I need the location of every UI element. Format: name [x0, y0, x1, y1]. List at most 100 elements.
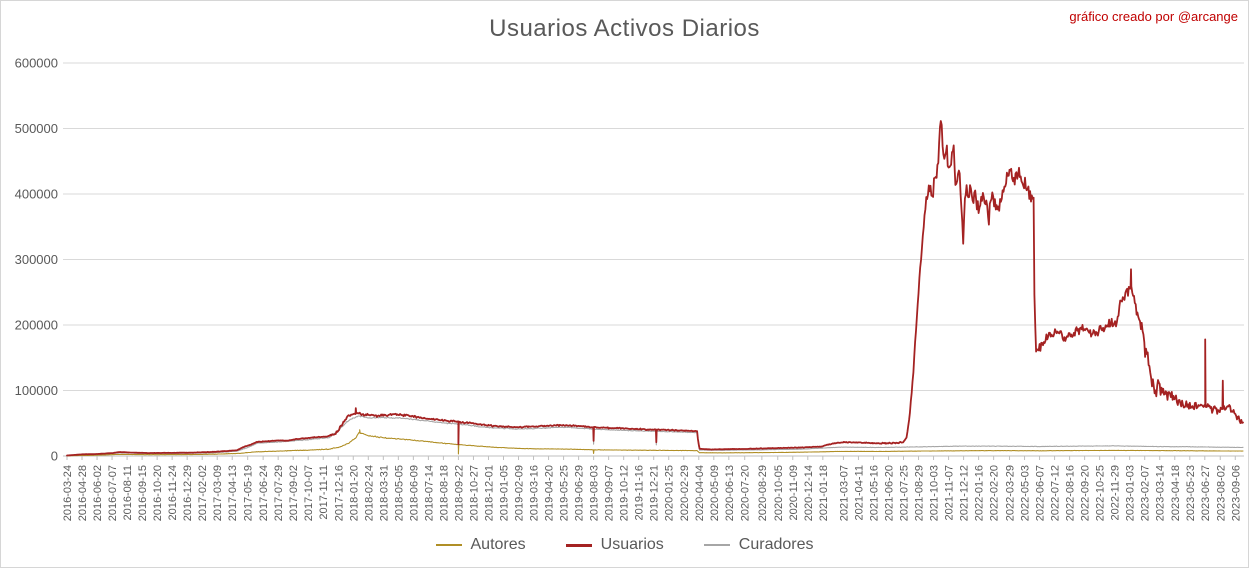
x-tick-label: 2023-08-02 [1215, 465, 1227, 521]
x-tick-label: 2017-04-13 [227, 465, 239, 521]
x-tick-label: 2021-03-07 [838, 465, 850, 521]
x-tick-label: 2021-01-18 [818, 465, 830, 521]
chart-title: Usuarios Activos Diarios [489, 15, 760, 42]
x-tick-label: 2023-09-06 [1230, 465, 1242, 521]
series-line-usuarios [66, 120, 1244, 457]
x-tick-label: 2021-07-25 [899, 465, 911, 521]
x-tick-label: 2016-06-02 [92, 465, 104, 521]
legend-item-curadores: Curadores [703, 536, 814, 554]
legend-label: Usuarios [600, 536, 664, 553]
watermark-credit: gráfico creado por @arcange [1069, 9, 1238, 24]
x-tick-label: 2019-11-16 [634, 465, 646, 520]
x-tick-label: 2017-11-11 [318, 465, 330, 520]
x-tick-label: 2019-12-21 [649, 465, 661, 521]
x-tick-label: 2021-11-07 [944, 465, 956, 520]
legend-item-usuarios: Usuarios [565, 536, 664, 554]
x-tick-label: 2021-04-11 [853, 465, 865, 520]
x-tick-label: 2021-10-03 [929, 465, 941, 521]
x-tick-label: 2023-06-27 [1200, 465, 1212, 521]
x-tick-label: 2018-09-22 [453, 465, 465, 521]
x-tick-label: 2019-01-05 [498, 465, 510, 521]
x-tick-label: 2016-03-24 [62, 465, 74, 521]
y-tick-label: 300000 [15, 252, 58, 267]
x-tick-label: 2021-08-29 [914, 465, 926, 521]
x-tick-label: 2017-02-02 [197, 465, 209, 521]
x-tick-label: 2020-02-29 [679, 465, 691, 521]
x-tick-label: 2018-08-18 [438, 465, 450, 521]
x-tick-label: 2022-02-20 [989, 465, 1001, 521]
x-tick-label: 2019-06-29 [574, 465, 586, 521]
x-tick-label: 2020-10-05 [773, 465, 785, 521]
x-tick-label: 2019-03-16 [529, 465, 541, 521]
x-tick-label: 2020-01-25 [664, 465, 676, 521]
x-tick-label: 2021-12-12 [959, 465, 971, 521]
y-tick-label: 0 [51, 449, 58, 464]
x-tick-label: 2020-12-14 [803, 465, 815, 521]
y-tick-label: 200000 [15, 318, 58, 333]
x-tick-label: 2022-07-12 [1050, 465, 1062, 521]
x-tick-label: 2020-11-09 [788, 465, 800, 520]
x-tick-label: 2022-03-29 [1005, 465, 1017, 521]
x-tick-label: 2021-06-20 [883, 465, 895, 521]
x-tick-label: 2023-05-23 [1185, 465, 1197, 521]
x-tick-label: 2016-12-29 [182, 465, 194, 521]
x-tick-label: 2016-10-20 [152, 465, 164, 521]
x-tick-label: 2019-08-03 [589, 465, 601, 521]
x-tick-label: 2022-10-25 [1095, 465, 1107, 521]
x-tick-label: 2022-09-20 [1080, 465, 1092, 521]
x-tick-label: 2020-05-09 [709, 465, 721, 521]
x-tick-label: 2020-04-04 [694, 465, 706, 521]
x-tick-label: 2018-07-14 [423, 465, 435, 521]
x-tick-label: 2020-06-13 [724, 465, 736, 521]
x-tick-label: 2020-07-20 [740, 465, 752, 521]
legend-swatch-usuarios [565, 543, 592, 547]
legend-item-autores: Autores [435, 536, 526, 554]
x-tick-label: 2018-12-01 [483, 465, 495, 521]
legend-label: Autores [470, 536, 526, 553]
x-tick-label: 2018-05-05 [393, 465, 405, 521]
x-tick-label: 2023-03-14 [1155, 465, 1167, 521]
series-line-autores [66, 429, 1244, 457]
legend-label: Curadores [738, 536, 814, 553]
x-tick-label: 2016-04-28 [77, 465, 89, 521]
x-tick-label: 2019-10-12 [619, 465, 631, 521]
x-tick-label: 2018-02-24 [363, 465, 375, 521]
x-tick-label: 2017-10-07 [303, 465, 315, 521]
x-tick-label: 2017-07-29 [273, 465, 285, 521]
x-tick-label: 2016-07-07 [107, 465, 119, 521]
x-tick-label: 2018-03-31 [378, 465, 390, 521]
y-tick-label: 100000 [15, 383, 58, 398]
x-tick-label: 2019-04-20 [544, 465, 556, 521]
x-tick-label: 2018-06-09 [408, 465, 420, 521]
x-tick-label: 2017-05-19 [243, 465, 255, 521]
x-tick-label: 2016-08-11 [122, 465, 134, 520]
x-tick-label: 2022-06-07 [1035, 465, 1047, 521]
x-tick-label: 2020-08-29 [757, 465, 769, 521]
x-tick-label: 2017-06-24 [258, 465, 270, 521]
x-tick-label: 2021-05-16 [868, 465, 880, 521]
legend-swatch-autores [435, 544, 462, 546]
x-tick-label: 2017-12-16 [333, 465, 345, 521]
legend-swatch-curadores [703, 544, 730, 546]
y-tick-label: 600000 [15, 56, 58, 71]
x-tick-label: 2017-09-02 [288, 465, 300, 521]
x-tick-label: 2019-05-25 [559, 465, 571, 521]
x-tick-label: 2017-03-09 [212, 465, 224, 521]
y-tick-label: 500000 [15, 121, 58, 136]
x-tick-label: 2019-02-09 [514, 465, 526, 521]
x-tick-label: 2022-01-16 [974, 465, 986, 521]
x-tick-label: 2023-04-18 [1170, 465, 1182, 521]
series-line-curadores [66, 415, 1244, 457]
x-tick-label: 2022-08-16 [1065, 465, 1077, 521]
x-tick-label: 2016-11-24 [167, 465, 179, 520]
x-tick-label: 2022-11-29 [1110, 465, 1122, 520]
x-tick-label: 2022-05-03 [1020, 465, 1032, 521]
x-tick-label: 2018-10-27 [468, 465, 480, 521]
x-tick-label: 2018-01-20 [348, 465, 360, 521]
y-tick-label: 400000 [15, 187, 58, 202]
x-tick-label: 2023-01-03 [1125, 465, 1137, 521]
x-tick-label: 2016-09-15 [137, 465, 149, 521]
legend: Autores Usuarios Curadores [1, 532, 1248, 558]
